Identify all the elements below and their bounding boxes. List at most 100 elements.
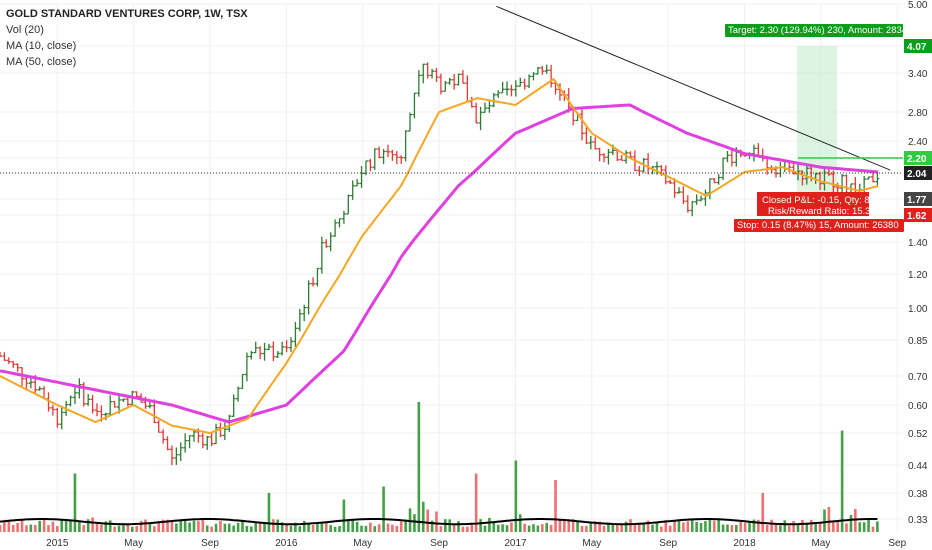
target-label-bg: [725, 24, 903, 37]
volume-bar: [329, 525, 332, 532]
volume-bar: [391, 524, 394, 532]
volume-bar: [765, 525, 769, 532]
volume-bar: [585, 525, 588, 532]
y-tick-label: 1.00: [908, 304, 928, 315]
stop-label: Stop: 0.15 (8.47%) 15, Amount: 26380: [734, 219, 904, 232]
volume-bar: [735, 524, 738, 532]
y-tick-label: 1.40: [908, 238, 928, 249]
volume-bar: [144, 519, 147, 532]
x-tick-label: May: [124, 538, 143, 549]
volume-bar: [505, 525, 509, 532]
volume-bar: [236, 522, 240, 532]
volume-bar: [708, 519, 712, 532]
volume-bar: [712, 520, 716, 532]
volume-bar: [166, 519, 169, 532]
volume-bars: [0, 402, 879, 532]
volume-bar: [20, 519, 24, 532]
x-tick-label: 2018: [733, 538, 756, 549]
volume-bar: [289, 525, 293, 532]
volume-bar: [430, 520, 434, 532]
x-tick-label: May: [353, 538, 372, 549]
volume-bar: [620, 525, 623, 532]
volume-bar: [175, 523, 178, 532]
volume-bar: [333, 526, 337, 532]
volume-bar: [298, 526, 302, 532]
volume-ma-line: [0, 518, 878, 526]
rr-text: Risk/Reward Ratio: 15.33: [768, 206, 876, 217]
volume-bar: [86, 519, 90, 532]
volume-bar: [536, 525, 540, 532]
volume-bar: [858, 522, 862, 532]
volume-bar: [395, 525, 399, 532]
volume-bar: [783, 520, 787, 532]
volume-bar: [302, 520, 306, 532]
y-tick-label: 3.40: [908, 69, 928, 80]
volume-bar: [474, 473, 478, 532]
x-tick-label: 2017: [504, 538, 527, 549]
chart-grid: [0, 3, 903, 532]
volume-bar: [779, 525, 782, 532]
volume-bar: [338, 526, 341, 532]
volume-bar: [849, 515, 853, 532]
volume-bar: [108, 520, 112, 532]
volume-bar: [496, 524, 500, 532]
stop-label-text: Stop: 0.15 (8.47%) 15, Amount: 26380: [737, 220, 899, 231]
volume-bar: [660, 526, 663, 532]
volume-bar: [364, 525, 368, 532]
volume-bar: [435, 511, 438, 532]
volume-bar: [501, 524, 504, 532]
volume-bar: [214, 523, 218, 532]
volume-bar: [840, 430, 844, 532]
x-tick-label: Sep: [430, 538, 448, 549]
volume-bar: [646, 520, 650, 532]
volume-bar: [254, 522, 258, 532]
volume-bar: [845, 523, 848, 532]
volume-bar: [126, 524, 130, 532]
x-tick-label: Sep: [201, 538, 219, 549]
volume-bar: [100, 524, 103, 532]
volume-bar: [272, 519, 275, 532]
x-tick-label: 2016: [275, 538, 298, 549]
volume-bar: [876, 521, 879, 532]
stop-label-bg: [734, 219, 904, 232]
volume-bar: [457, 521, 460, 532]
volume-bar: [704, 521, 707, 532]
y-tick-label: 2.80: [908, 108, 928, 119]
closed-pl-text: Closed P&L: -0.15, Qty: 800: [762, 195, 880, 206]
price-bars: [0, 62, 880, 466]
volume-bar: [774, 524, 778, 532]
volume-bar: [351, 519, 355, 532]
volume-bar: [721, 524, 725, 532]
target-price-tag-bg: [904, 39, 932, 53]
volume-bar: [82, 525, 86, 532]
volume-bar: [479, 519, 482, 532]
volume-bar: [461, 526, 465, 532]
volume-bar: [439, 526, 443, 532]
ma50-line: [0, 103, 879, 424]
volume-bar: [827, 506, 831, 532]
volume-bar: [717, 519, 720, 532]
pl-box-bg: [757, 192, 869, 216]
volume-bar: [483, 525, 487, 532]
volume-bar: [730, 524, 734, 532]
volume-bar: [862, 522, 866, 532]
volume-bar: [527, 525, 531, 532]
volume-bar: [571, 519, 575, 532]
volume-bar: [514, 460, 518, 532]
volume-bar: [122, 522, 125, 532]
volume-bar: [183, 520, 187, 532]
volume-bar: [417, 402, 421, 532]
volume-bar: [16, 522, 19, 532]
volume-bar: [801, 519, 804, 532]
volume-bar: [64, 520, 68, 532]
volume-bar: [355, 521, 359, 532]
volume-bar: [743, 522, 747, 532]
volume-bar: [56, 526, 59, 532]
volume-bar: [413, 514, 416, 532]
volume-bar: [426, 509, 429, 532]
volume-bar: [241, 521, 244, 532]
legend-ma50: MA (50, close): [6, 56, 77, 68]
volume-bar: [113, 526, 116, 532]
